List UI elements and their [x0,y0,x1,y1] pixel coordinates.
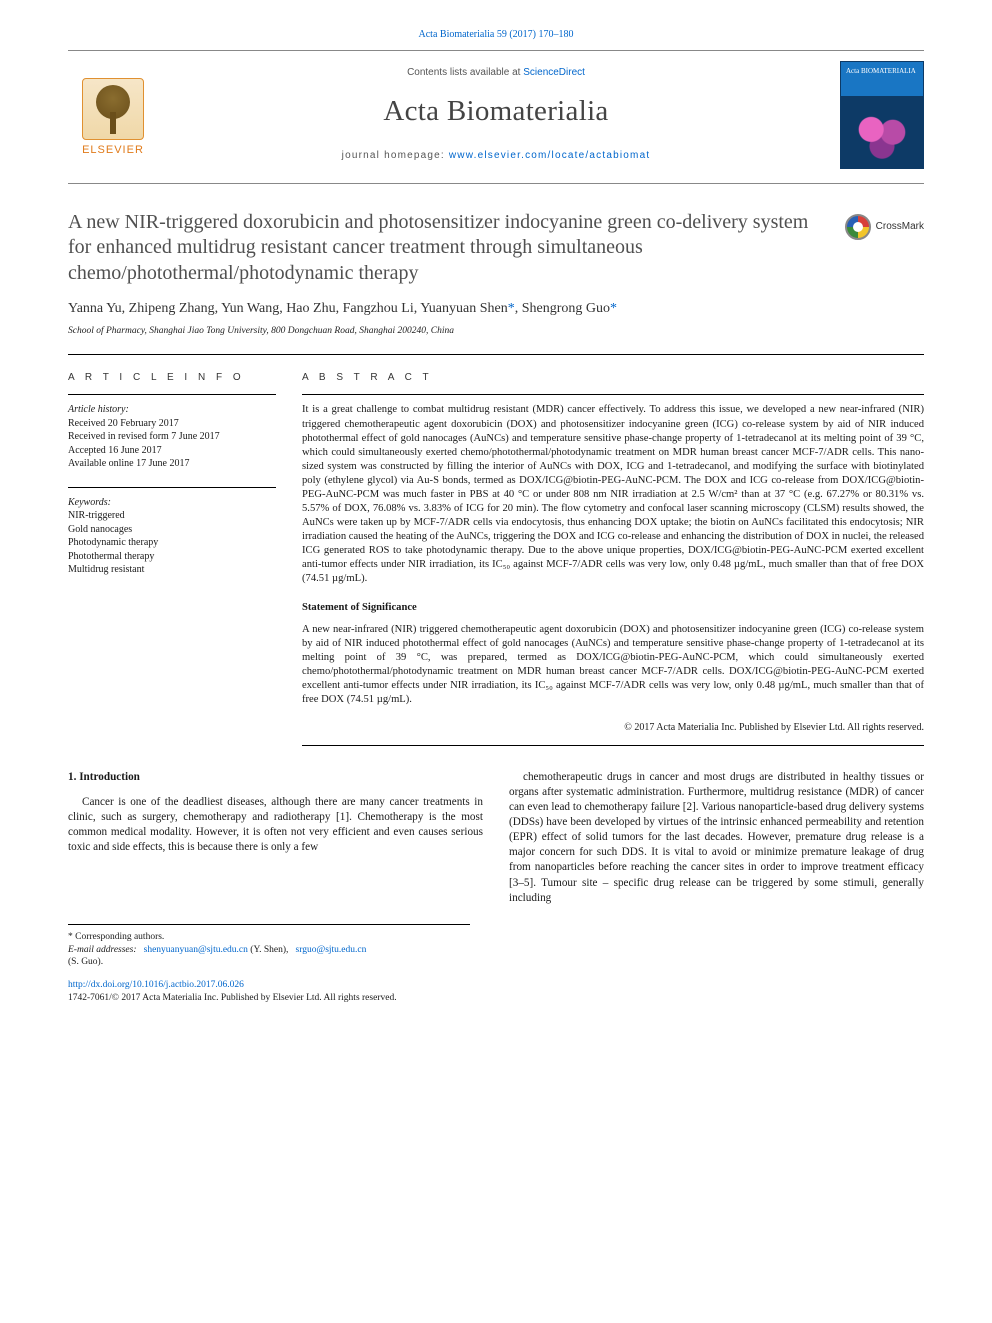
email1-who: (Y. Shen), [250,945,288,955]
title-block: A new NIR-triggered doxorubicin and phot… [68,210,924,287]
body-col2-text: chemotherapeutic drugs in cancer and mos… [509,771,924,904]
significance-heading: Statement of Significance [302,601,924,615]
article-info-abstract-grid: A R T I C L E I N F O Article history: R… [68,354,924,746]
running-head: Acta Biomaterialia 59 (2017) 170–180 [68,28,924,42]
keyword: Multidrug resistant [68,563,276,577]
doi-link[interactable]: http://dx.doi.org/10.1016/j.actbio.2017.… [68,980,244,990]
sciencedirect-link[interactable]: ScienceDirect [523,67,585,78]
article-info-heading: A R T I C L E I N F O [68,371,276,385]
keywords-block: Keywords: NIR-triggered Gold nanocages P… [68,487,276,577]
crossmark-widget[interactable]: CrossMark [845,214,924,240]
email2-who: (S. Guo). [68,956,470,969]
crossmark-icon [845,214,871,240]
contents-prefix: Contents lists available at [407,67,523,78]
email-line: E-mail addresses: shenyuanyuan@sjtu.edu.… [68,944,470,957]
history-line: Received in revised form 7 June 2017 [68,430,276,444]
body-paragraph: chemotherapeutic drugs in cancer and mos… [509,770,924,906]
journal-homepage-line: journal homepage: www.elsevier.com/locat… [190,149,802,163]
body-columns: 1. Introduction Cancer is one of the dea… [68,770,924,906]
abstract-text: It is a great challenge to combat multid… [302,403,924,586]
abstract-column: A B S T R A C T It is a great challenge … [302,371,924,746]
journal-cover-thumbnail[interactable]: Acta BIOMATERIALIA [840,61,924,169]
article-history-block: Article history: Received 20 February 20… [68,394,276,471]
keyword: Photodynamic therapy [68,536,276,550]
journal-masthead: ELSEVIER Contents lists available at Sci… [68,50,924,184]
keyword: Gold nanocages [68,523,276,537]
crossmark-label: CrossMark [876,220,924,234]
authors-names: Yanna Yu, Zhipeng Zhang, Yun Wang, Hao Z… [68,301,508,316]
elsevier-tree-icon [82,78,144,140]
abstract-bottom-rule [302,745,924,746]
citation-link[interactable]: Acta Biomaterialia 59 (2017) 170–180 [419,29,574,40]
publisher-logo[interactable]: ELSEVIER [74,72,152,158]
abstract-heading: A B S T R A C T [302,371,924,385]
keyword: Photothermal therapy [68,550,276,564]
abstract-copyright: © 2017 Acta Materialia Inc. Published by… [302,721,924,735]
cover-art-icon [846,107,918,163]
email-label: E-mail addresses: [68,945,137,955]
article-info-column: A R T I C L E I N F O Article history: R… [68,371,276,746]
article-title: A new NIR-triggered doxorubicin and phot… [68,210,827,287]
corresponding-note: * Corresponding authors. [68,931,470,944]
journal-name: Acta Biomaterialia [190,92,802,131]
affiliation: School of Pharmacy, Shanghai Jiao Tong U… [68,325,924,338]
footnotes-block: * Corresponding authors. E-mail addresse… [68,924,470,969]
masthead-center: Contents lists available at ScienceDirec… [190,66,802,162]
body-col1-text: Cancer is one of the deadliest diseases,… [68,796,483,853]
publisher-name: ELSEVIER [82,143,144,158]
cover-title: Acta BIOMATERIALIA [846,67,918,76]
contents-available-line: Contents lists available at ScienceDirec… [190,66,802,80]
journal-homepage-link[interactable]: www.elsevier.com/locate/actabiomat [449,150,650,161]
corr-email-2[interactable]: srguo@sjtu.edu.cn [296,945,367,955]
keyword: NIR-triggered [68,509,276,523]
section-heading: 1. Introduction [68,770,483,785]
issn-copyright: 1742-7061/© 2017 Acta Materialia Inc. Pu… [68,992,924,1004]
page-footer: http://dx.doi.org/10.1016/j.actbio.2017.… [68,979,924,1004]
authors-names-2: , Shengrong Guo [515,301,610,316]
abstract-inner: It is a great challenge to combat multid… [302,394,924,745]
history-label: Article history: [68,403,276,417]
corr-marker-2: * [610,301,617,316]
corr-marker-1: * [508,301,515,316]
homepage-prefix: journal homepage: [342,150,449,161]
history-line: Received 20 February 2017 [68,417,276,431]
significance-text: A new near-infrared (NIR) triggered chem… [302,623,924,707]
history-line: Available online 17 June 2017 [68,457,276,471]
authors-line: Yanna Yu, Zhipeng Zhang, Yun Wang, Hao Z… [68,300,924,319]
keywords-label: Keywords: [68,496,276,510]
corr-email-1[interactable]: shenyuanyuan@sjtu.edu.cn [144,945,248,955]
body-paragraph: Cancer is one of the deadliest diseases,… [68,795,483,855]
history-line: Accepted 16 June 2017 [68,444,276,458]
